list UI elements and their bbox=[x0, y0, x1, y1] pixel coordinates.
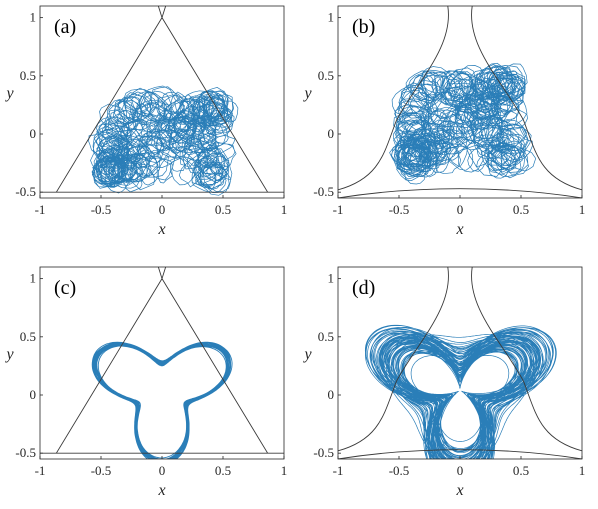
y-tick-label: 1 bbox=[30, 271, 37, 286]
panel-d: -1 -0.5 0 0.5 1 -0.5 0 0.5 1 x y (d) bbox=[302, 266, 586, 499]
x-tick-label: 1 bbox=[579, 463, 586, 478]
x-axis-label: x bbox=[455, 482, 463, 499]
y-axis-label: y bbox=[4, 346, 14, 363]
x-tick-label: 0 bbox=[159, 202, 166, 217]
x-tick-label: -0.5 bbox=[91, 202, 112, 217]
plot-area bbox=[338, 6, 582, 198]
y-axis-label: y bbox=[4, 85, 14, 102]
boundary-curve bbox=[338, 267, 582, 459]
x-tick-label: 1 bbox=[579, 202, 586, 217]
boundary-curve bbox=[40, 267, 284, 454]
y-tick-label: -0.5 bbox=[15, 184, 36, 199]
y-tick-label: -0.5 bbox=[15, 445, 36, 460]
x-axis-label: x bbox=[455, 221, 463, 238]
x-tick-label: 0 bbox=[457, 202, 464, 217]
y-tick-label: 0.5 bbox=[318, 329, 334, 344]
x-tick-label: 1 bbox=[281, 463, 288, 478]
x-axis-label: x bbox=[157, 221, 165, 238]
x-tick-label: 1 bbox=[281, 202, 288, 217]
trajectory-line bbox=[91, 341, 233, 459]
x-tick-label: -1 bbox=[333, 463, 344, 478]
boundary-curve bbox=[40, 6, 284, 193]
y-tick-label: 1 bbox=[328, 10, 335, 25]
x-tick-label: -1 bbox=[333, 202, 344, 217]
panel-label: (a) bbox=[54, 16, 76, 38]
y-tick-label: 0.5 bbox=[20, 68, 36, 83]
x-axis-label: x bbox=[157, 482, 165, 499]
panel-a: -1 -0.5 0 0.5 1 -0.5 0 0.5 1 x y (a) bbox=[4, 5, 288, 238]
boundary-curve bbox=[338, 6, 582, 198]
x-tick-label: 0 bbox=[457, 463, 464, 478]
x-tick-label: -1 bbox=[35, 463, 46, 478]
x-tick-label: -0.5 bbox=[389, 463, 410, 478]
x-tick-label: -1 bbox=[35, 202, 46, 217]
y-tick-label: 0.5 bbox=[318, 68, 334, 83]
x-tick-label: -0.5 bbox=[389, 202, 410, 217]
x-tick-label: 0.5 bbox=[513, 202, 529, 217]
y-tick-label: 0 bbox=[328, 126, 335, 141]
y-axis-label: y bbox=[302, 85, 312, 102]
panel-label: (c) bbox=[54, 277, 76, 299]
y-tick-label: 0 bbox=[30, 387, 37, 402]
panel-b: -1 -0.5 0 0.5 1 -0.5 0 0.5 1 x y (b) bbox=[302, 5, 586, 238]
y-tick-label: 0.5 bbox=[20, 329, 36, 344]
y-axis-label: y bbox=[302, 346, 312, 363]
x-tick-label: 0 bbox=[159, 463, 166, 478]
x-tick-label: 0.5 bbox=[215, 463, 231, 478]
x-tick-label: 0.5 bbox=[215, 202, 231, 217]
y-tick-label: 0 bbox=[30, 126, 37, 141]
panel-label: (d) bbox=[352, 277, 375, 299]
trajectory-line bbox=[88, 85, 239, 196]
plot-area bbox=[40, 267, 284, 459]
y-tick-label: 1 bbox=[30, 10, 37, 25]
x-tick-label: 0.5 bbox=[513, 463, 529, 478]
trajectory-line bbox=[389, 62, 537, 185]
panel-label: (b) bbox=[352, 16, 375, 38]
y-tick-label: -0.5 bbox=[313, 445, 334, 460]
y-tick-label: 0 bbox=[328, 387, 335, 402]
y-tick-label: 1 bbox=[328, 271, 335, 286]
x-tick-label: -0.5 bbox=[91, 463, 112, 478]
y-tick-label: -0.5 bbox=[313, 184, 334, 199]
panel-c: -1 -0.5 0 0.5 1 -0.5 0 0.5 1 x y (c) bbox=[4, 266, 288, 499]
plot-area bbox=[40, 6, 284, 196]
